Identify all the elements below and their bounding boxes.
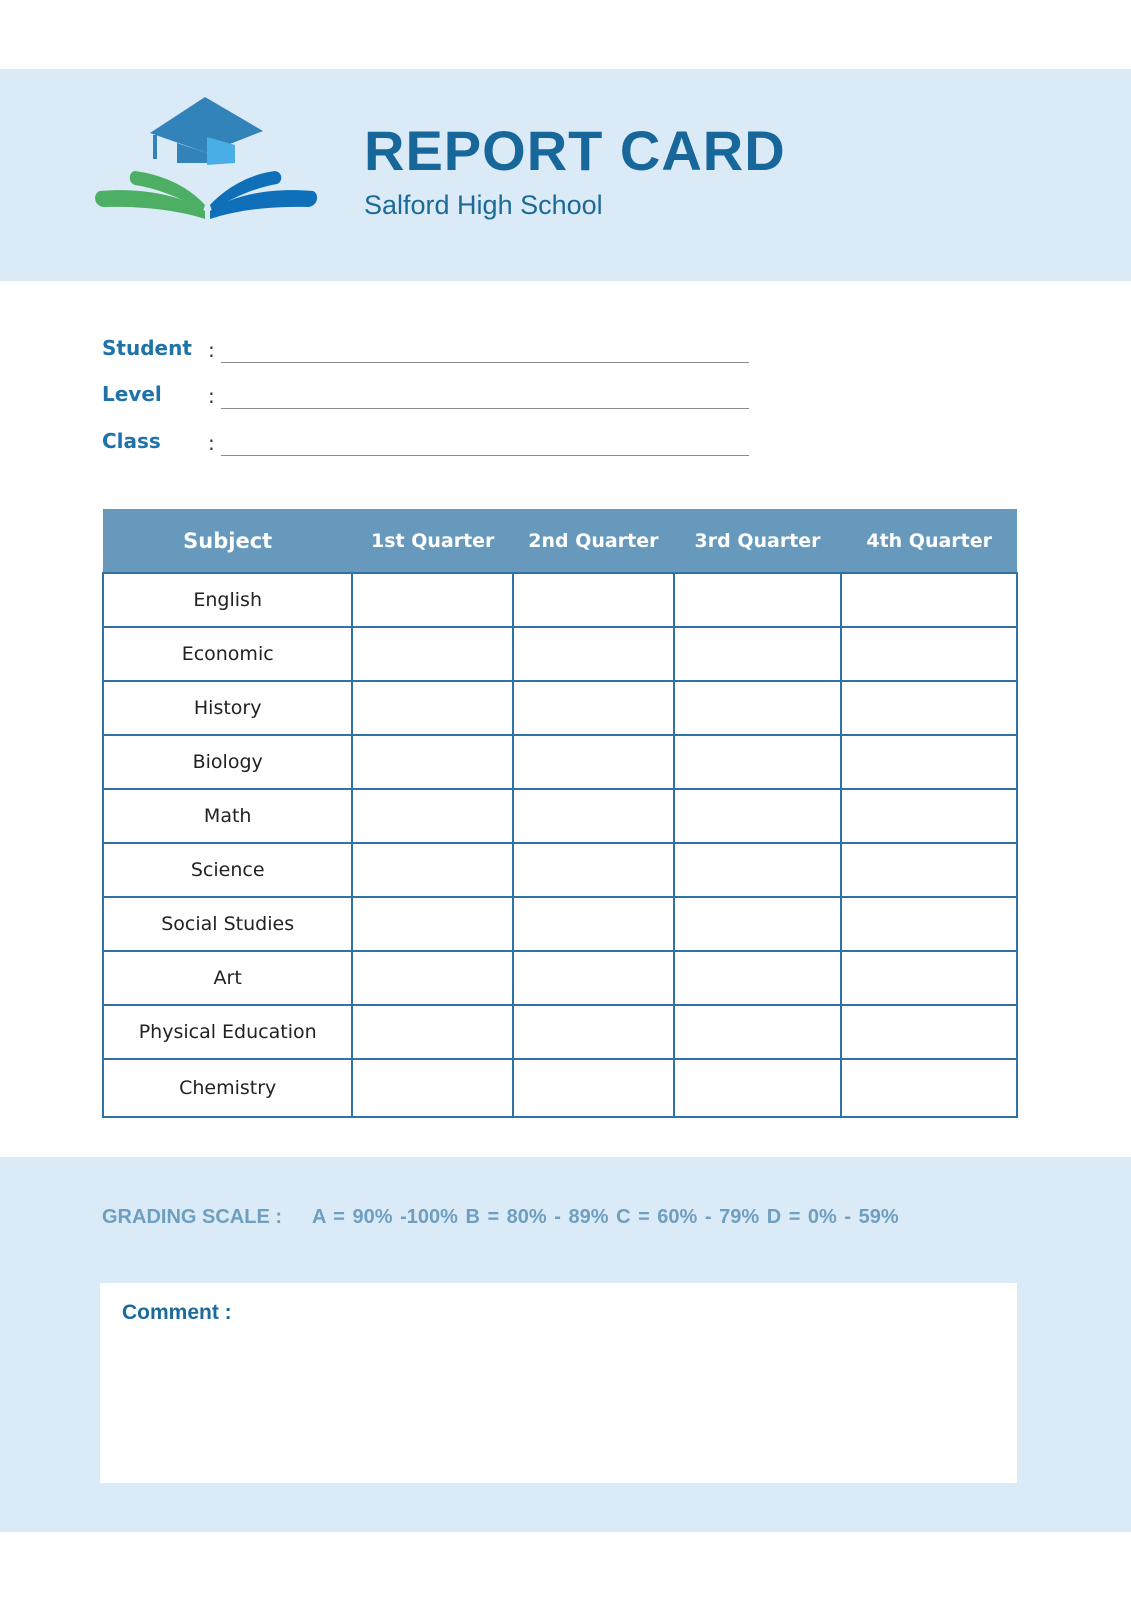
subject-cell: Social Studies <box>101 896 354 952</box>
grade-cell-q4[interactable] <box>840 572 1018 628</box>
colon: : <box>208 338 215 362</box>
grade-cell-q4[interactable] <box>840 788 1018 844</box>
subject-cell: History <box>101 680 354 736</box>
grading-values: A = 90% -100% B = 80% - 89% C = 60% - 79… <box>312 1206 899 1228</box>
table-row: English <box>101 572 1018 628</box>
grade-cell-q3[interactable] <box>672 896 843 952</box>
grade-cell-q1[interactable] <box>351 680 515 736</box>
table-row: Art <box>101 950 1018 1006</box>
grade-cell-q3[interactable] <box>672 1004 843 1060</box>
subject-cell: English <box>101 572 354 628</box>
table-row: Science <box>101 842 1018 898</box>
grade-cell-q1[interactable] <box>351 1058 515 1118</box>
class-field: Class : <box>102 429 752 459</box>
subject-cell: Physical Education <box>101 1004 354 1060</box>
grade-cell-q4[interactable] <box>840 1004 1018 1060</box>
subject-cell: Art <box>101 950 354 1006</box>
grade-cell-q1[interactable] <box>351 950 515 1006</box>
student-label: Student <box>102 336 192 360</box>
school-name: Salford High School <box>364 190 603 220</box>
class-input-line[interactable] <box>221 455 749 456</box>
table-row: Economic <box>101 626 1018 682</box>
grade-cell-q2[interactable] <box>512 572 675 628</box>
grade-cell-q2[interactable] <box>512 896 675 952</box>
grade-cell-q1[interactable] <box>351 842 515 898</box>
grade-cell-q3[interactable] <box>672 1058 843 1118</box>
grade-cell-q4[interactable] <box>840 842 1018 898</box>
grade-cell-q2[interactable] <box>512 626 675 682</box>
subject-cell: Economic <box>101 626 354 682</box>
grade-cell-q3[interactable] <box>672 626 843 682</box>
grade-cell-q3[interactable] <box>672 734 843 790</box>
table-row: Chemistry <box>101 1058 1018 1118</box>
grade-cell-q4[interactable] <box>840 680 1018 736</box>
header-subject: Subject <box>103 509 353 573</box>
grade-cell-q1[interactable] <box>351 1004 515 1060</box>
grade-cell-q4[interactable] <box>840 734 1018 790</box>
header-q4: 4th Quarter <box>841 509 1017 573</box>
table-row: Physical Education <box>101 1004 1018 1060</box>
grade-cell-q3[interactable] <box>672 680 843 736</box>
grade-cell-q4[interactable] <box>840 950 1018 1006</box>
grade-cell-q4[interactable] <box>840 896 1018 952</box>
header-q2: 2nd Quarter <box>513 509 674 573</box>
table-row: Social Studies <box>101 896 1018 952</box>
grading-scale: GRADING SCALE : A = 90% -100% B = 80% - 8… <box>102 1206 899 1229</box>
grade-cell-q1[interactable] <box>351 734 515 790</box>
grade-cell-q1[interactable] <box>351 572 515 628</box>
grade-cell-q1[interactable] <box>351 896 515 952</box>
grade-cell-q2[interactable] <box>512 1058 675 1118</box>
table-header-row: Subject 1st Quarter 2nd Quarter 3rd Quar… <box>103 509 1017 573</box>
grade-cell-q1[interactable] <box>351 788 515 844</box>
subject-cell: Biology <box>101 734 354 790</box>
graduation-cap-book-icon <box>95 97 318 219</box>
subject-cell: Science <box>101 842 354 898</box>
comment-label: Comment : <box>122 1301 232 1324</box>
grade-cell-q3[interactable] <box>672 950 843 1006</box>
grades-table: Subject 1st Quarter 2nd Quarter 3rd Quar… <box>101 509 1018 1118</box>
level-label: Level <box>102 382 162 406</box>
grade-cell-q3[interactable] <box>672 788 843 844</box>
grading-label: GRADING SCALE : <box>102 1206 282 1228</box>
header-band <box>0 69 1131 281</box>
grade-cell-q3[interactable] <box>672 842 843 898</box>
level-field: Level : <box>102 382 752 412</box>
grade-cell-q2[interactable] <box>512 734 675 790</box>
grade-cell-q2[interactable] <box>512 842 675 898</box>
level-input-line[interactable] <box>221 408 749 409</box>
table-row: Math <box>101 788 1018 844</box>
subject-cell: Math <box>101 788 354 844</box>
class-label: Class <box>102 429 161 453</box>
grade-cell-q2[interactable] <box>512 950 675 1006</box>
header-q1: 1st Quarter <box>352 509 514 573</box>
comment-box[interactable]: Comment : <box>100 1283 1017 1483</box>
grade-cell-q2[interactable] <box>512 788 675 844</box>
grade-cell-q4[interactable] <box>840 626 1018 682</box>
subject-cell: Chemistry <box>101 1058 354 1118</box>
page-title: REPORT CARD <box>364 119 786 182</box>
colon: : <box>208 384 215 408</box>
student-input-line[interactable] <box>221 362 749 363</box>
grade-cell-q2[interactable] <box>512 1004 675 1060</box>
grade-cell-q4[interactable] <box>840 1058 1018 1118</box>
colon: : <box>208 431 215 455</box>
grade-cell-q3[interactable] <box>672 572 843 628</box>
grade-cell-q1[interactable] <box>351 626 515 682</box>
table-row: History <box>101 680 1018 736</box>
table-row: Biology <box>101 734 1018 790</box>
grade-cell-q2[interactable] <box>512 680 675 736</box>
student-field: Student : <box>102 336 752 366</box>
header-q3: 3rd Quarter <box>673 509 842 573</box>
